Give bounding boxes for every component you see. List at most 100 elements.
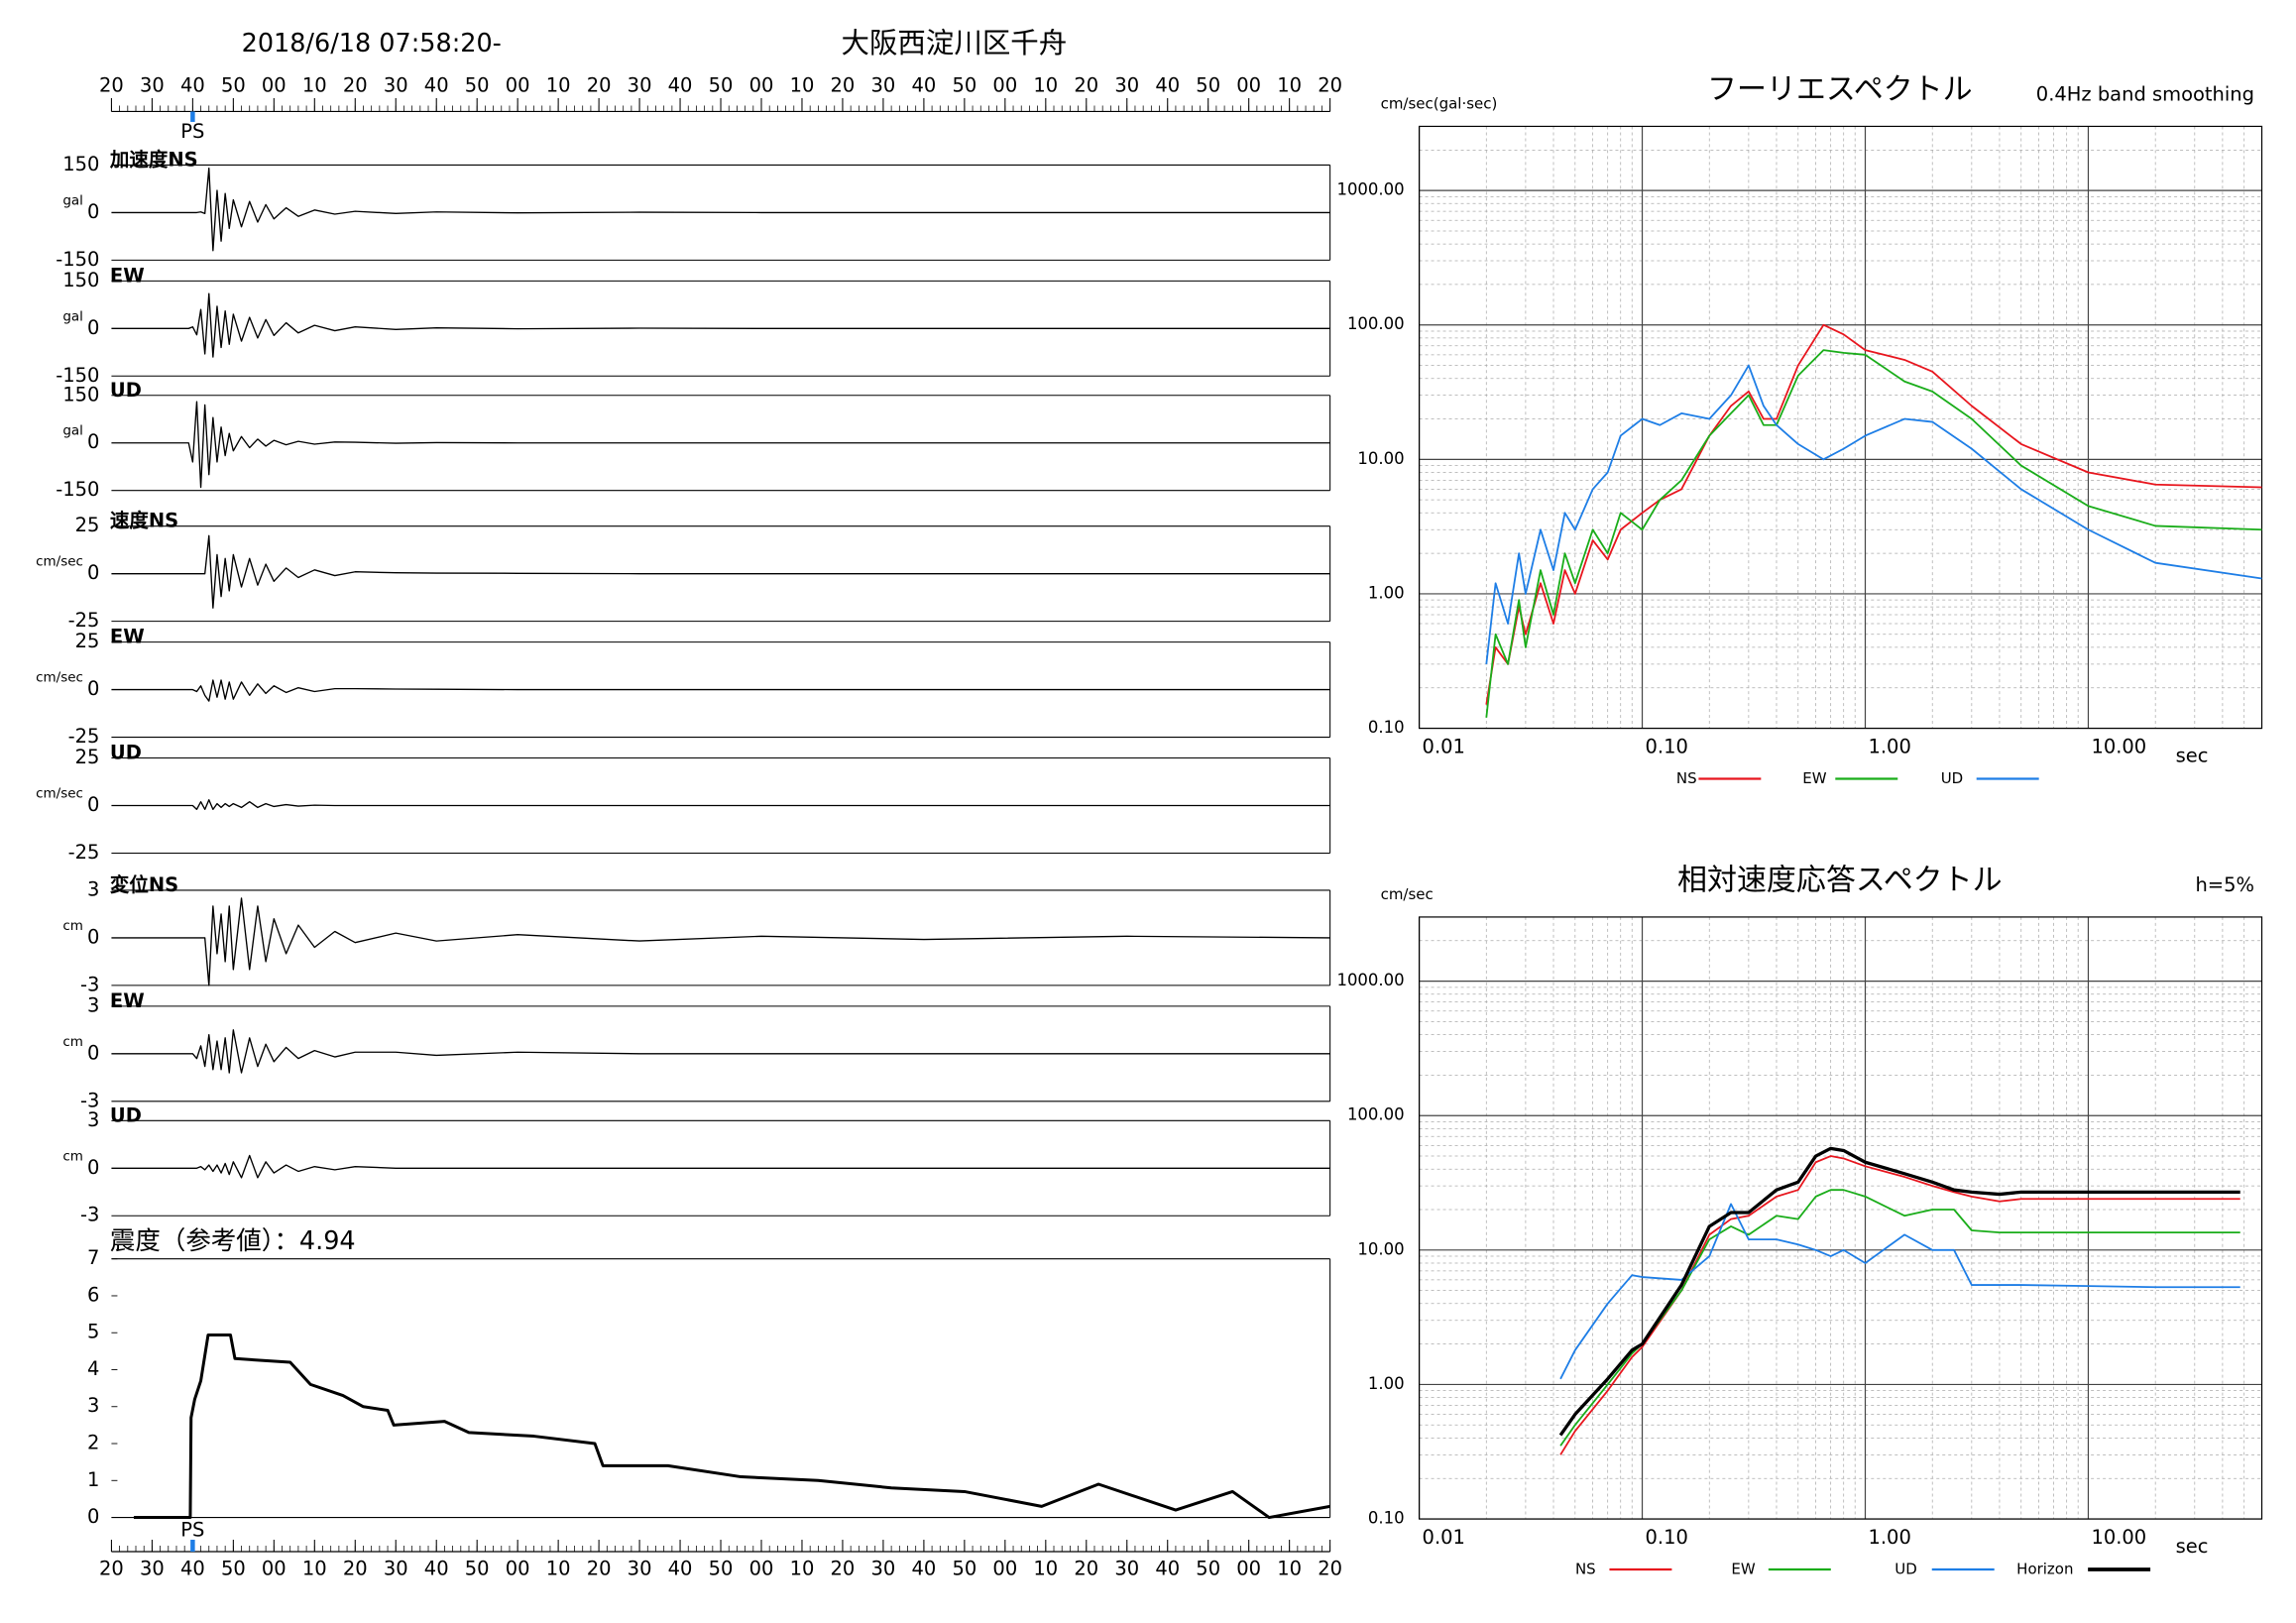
x-tick-label: 20 <box>99 1558 124 1580</box>
spectrum-line <box>1559 1203 2240 1380</box>
x-tick-label: 40 <box>1155 73 1180 96</box>
y-tick-label: 0 <box>87 316 99 339</box>
ps-label: PS <box>180 1519 204 1542</box>
x-tick-label: 00 <box>992 73 1017 96</box>
y-tick-label: 100.00 <box>1347 314 1405 333</box>
x-tick-label: 10 <box>790 1558 815 1580</box>
x-tick-label: 40 <box>424 73 449 96</box>
y-tick-label: -150 <box>56 478 99 501</box>
x-tick-label: 20 <box>831 73 856 96</box>
x-tick-label: 30 <box>871 73 896 96</box>
x-tick-label: 00 <box>992 1558 1017 1580</box>
x-tick-label: 00 <box>506 73 530 96</box>
x-tick-label: 20 <box>1318 73 1342 96</box>
record-datetime: 2018/6/18 07:58:20- <box>242 29 502 58</box>
x-tick-label: 10.00 <box>2091 1526 2146 1549</box>
x-tick-label: 00 <box>749 73 774 96</box>
y-tick-label: 150 <box>62 383 99 406</box>
x-tick-label: 00 <box>1236 73 1261 96</box>
waveform <box>111 799 1330 811</box>
y-tick-label: 1.00 <box>1368 583 1405 602</box>
waveform <box>111 401 1330 489</box>
x-tick-label: 10 <box>1277 73 1302 96</box>
y-tick-label: -25 <box>68 609 100 632</box>
y-tick-label: 3 <box>87 877 99 900</box>
x-tick-label: 30 <box>140 1558 165 1580</box>
y-axis-label: cm/sec <box>1381 885 1434 903</box>
legend-label: NS <box>1676 769 1697 787</box>
panel-label: UD <box>110 1103 142 1126</box>
x-tick-label: 50 <box>221 1558 246 1580</box>
y-tick-label: 0 <box>87 200 99 223</box>
chart-title: フーリエスペクトル <box>1707 72 1973 107</box>
legend-label: NS <box>1575 1561 1596 1578</box>
panel-label: 速度NS <box>110 510 178 532</box>
x-tick-label: 20 <box>831 1558 856 1580</box>
x-tick-label: 30 <box>140 73 165 96</box>
x-tick-label: 30 <box>384 1558 408 1580</box>
waveform <box>111 1154 1330 1179</box>
x-tick-label: 1.00 <box>1868 736 1910 758</box>
unit-label: gal <box>62 423 83 439</box>
plot-frame <box>1418 916 2263 1520</box>
waveform <box>111 897 1330 986</box>
spectrum-line <box>1485 364 2262 664</box>
x-tick-label: 10.00 <box>2091 736 2146 758</box>
intensity-line <box>133 1333 1330 1520</box>
x-tick-label: 10 <box>546 73 571 96</box>
x-tick-label: 20 <box>1074 1558 1098 1580</box>
y-tick-label: -3 <box>80 973 99 995</box>
x-tick-label: 20 <box>99 73 124 96</box>
x-tick-label: 40 <box>912 1558 937 1580</box>
waveform <box>111 679 1330 702</box>
x-tick-label: 20 <box>1074 73 1098 96</box>
x-tick-label: 10 <box>1033 1558 1058 1580</box>
station-name: 大阪西淀川区千舟 <box>841 27 1067 59</box>
y-tick-label: 25 <box>75 514 100 536</box>
legend-label: EW <box>1731 1561 1755 1578</box>
x-tick-label: 00 <box>262 73 287 96</box>
x-tick-label: 30 <box>1114 1558 1139 1580</box>
y-tick-label: 0.10 <box>1368 1509 1405 1528</box>
y-axis-label: cm/sec(gal·sec) <box>1381 94 1498 112</box>
x-tick-label: 10 <box>546 1558 571 1580</box>
panel-label: EW <box>110 264 145 287</box>
x-tick-label: 20 <box>587 73 612 96</box>
x-tick-label: 0.01 <box>1423 736 1465 758</box>
y-tick-label: -3 <box>80 1204 99 1226</box>
y-tick-label: 0 <box>87 1041 99 1064</box>
x-tick-label: 40 <box>1155 1558 1180 1580</box>
y-tick-label: -25 <box>68 841 100 864</box>
x-tick-label: 50 <box>1196 73 1220 96</box>
y-tick-label: 150 <box>62 153 99 175</box>
x-tick-label: 50 <box>709 73 734 96</box>
panel-label: UD <box>110 742 142 764</box>
waveform <box>111 292 1330 358</box>
plot-frame <box>1418 125 2263 730</box>
x-tick-label: 00 <box>1236 1558 1261 1580</box>
y-tick-label: 4 <box>87 1357 99 1380</box>
chart-title: 震度（参考値）：4.94 <box>110 1226 356 1256</box>
y-tick-label: -25 <box>68 725 100 748</box>
panel-label: 加速度NS <box>109 148 198 171</box>
legend-label: UD <box>1941 769 1964 787</box>
y-tick-label: 6 <box>87 1283 99 1306</box>
x-tick-label: 30 <box>628 1558 652 1580</box>
y-tick-label: 25 <box>75 630 100 652</box>
y-tick-label: 7 <box>87 1246 99 1269</box>
x-tick-label: 00 <box>506 1558 530 1580</box>
y-tick-label: 25 <box>75 746 100 768</box>
chart-subtitle: h=5% <box>2195 873 2254 896</box>
y-tick-label: 10.00 <box>1357 1239 1404 1258</box>
y-tick-label: 3 <box>87 993 99 1016</box>
unit-label: gal <box>62 192 83 208</box>
x-tick-label: 50 <box>709 1558 734 1580</box>
ps-label: PS <box>180 120 204 143</box>
waveform <box>111 534 1330 609</box>
y-tick-label: 0.10 <box>1368 718 1405 737</box>
panel-label: EW <box>110 626 145 648</box>
x-tick-label: 0.01 <box>1423 1526 1465 1549</box>
y-tick-label: -3 <box>80 1089 99 1111</box>
x-tick-label: 30 <box>1114 73 1139 96</box>
